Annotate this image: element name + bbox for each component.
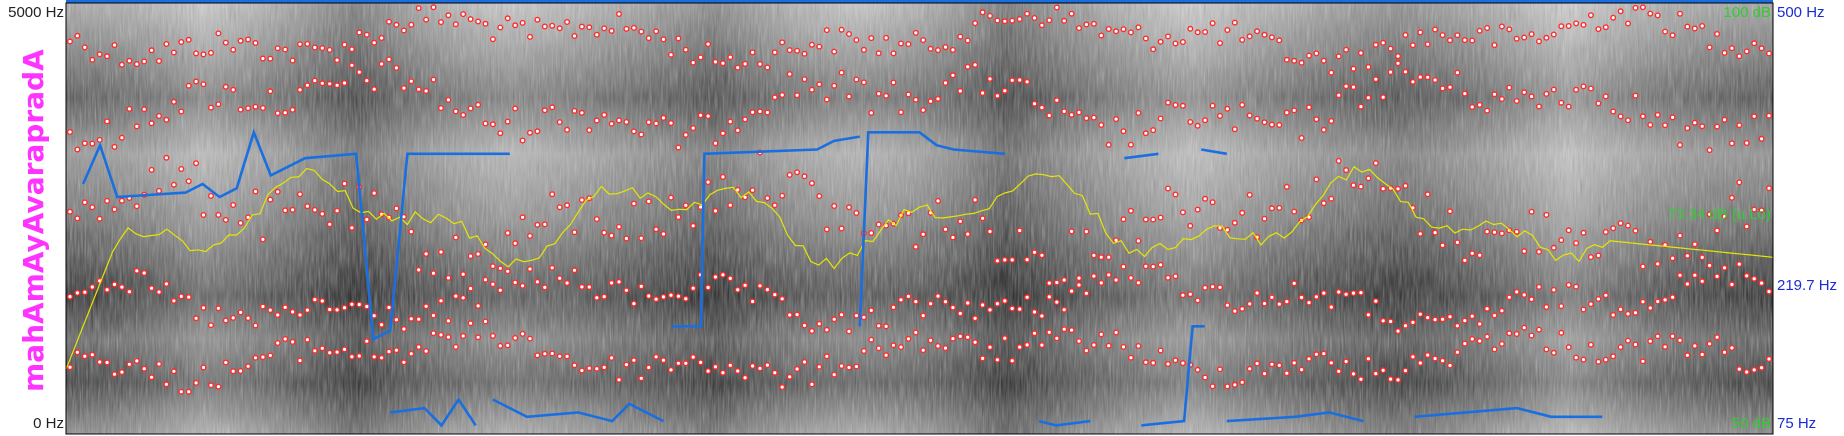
pitch-contour <box>81 128 1603 428</box>
frequency-min-label: 0 Hz <box>33 415 64 432</box>
selection-bar[interactable] <box>66 0 1773 3</box>
intensity-cursor-label: 73.34 dB (u.Lo) <box>1667 206 1771 223</box>
intensity-max-label: 100 dB <box>1723 4 1771 21</box>
pitch-cursor-label: 219.7 Hz <box>1777 277 1838 294</box>
intensity-min-label: 50 dB <box>1731 415 1771 432</box>
formant-tracks <box>66 4 1772 395</box>
spectrogram <box>66 3 1773 434</box>
pitch-max-label: 500 Hz <box>1777 4 1825 21</box>
frequency-max-label: 5000 Hz <box>8 4 64 21</box>
pitch-min-label: 75 Hz <box>1777 415 1817 432</box>
intensity-contour <box>65 165 1774 370</box>
plot-frame <box>65 2 1774 435</box>
transcript-label: mahAmAyAvarapradA <box>17 49 50 392</box>
